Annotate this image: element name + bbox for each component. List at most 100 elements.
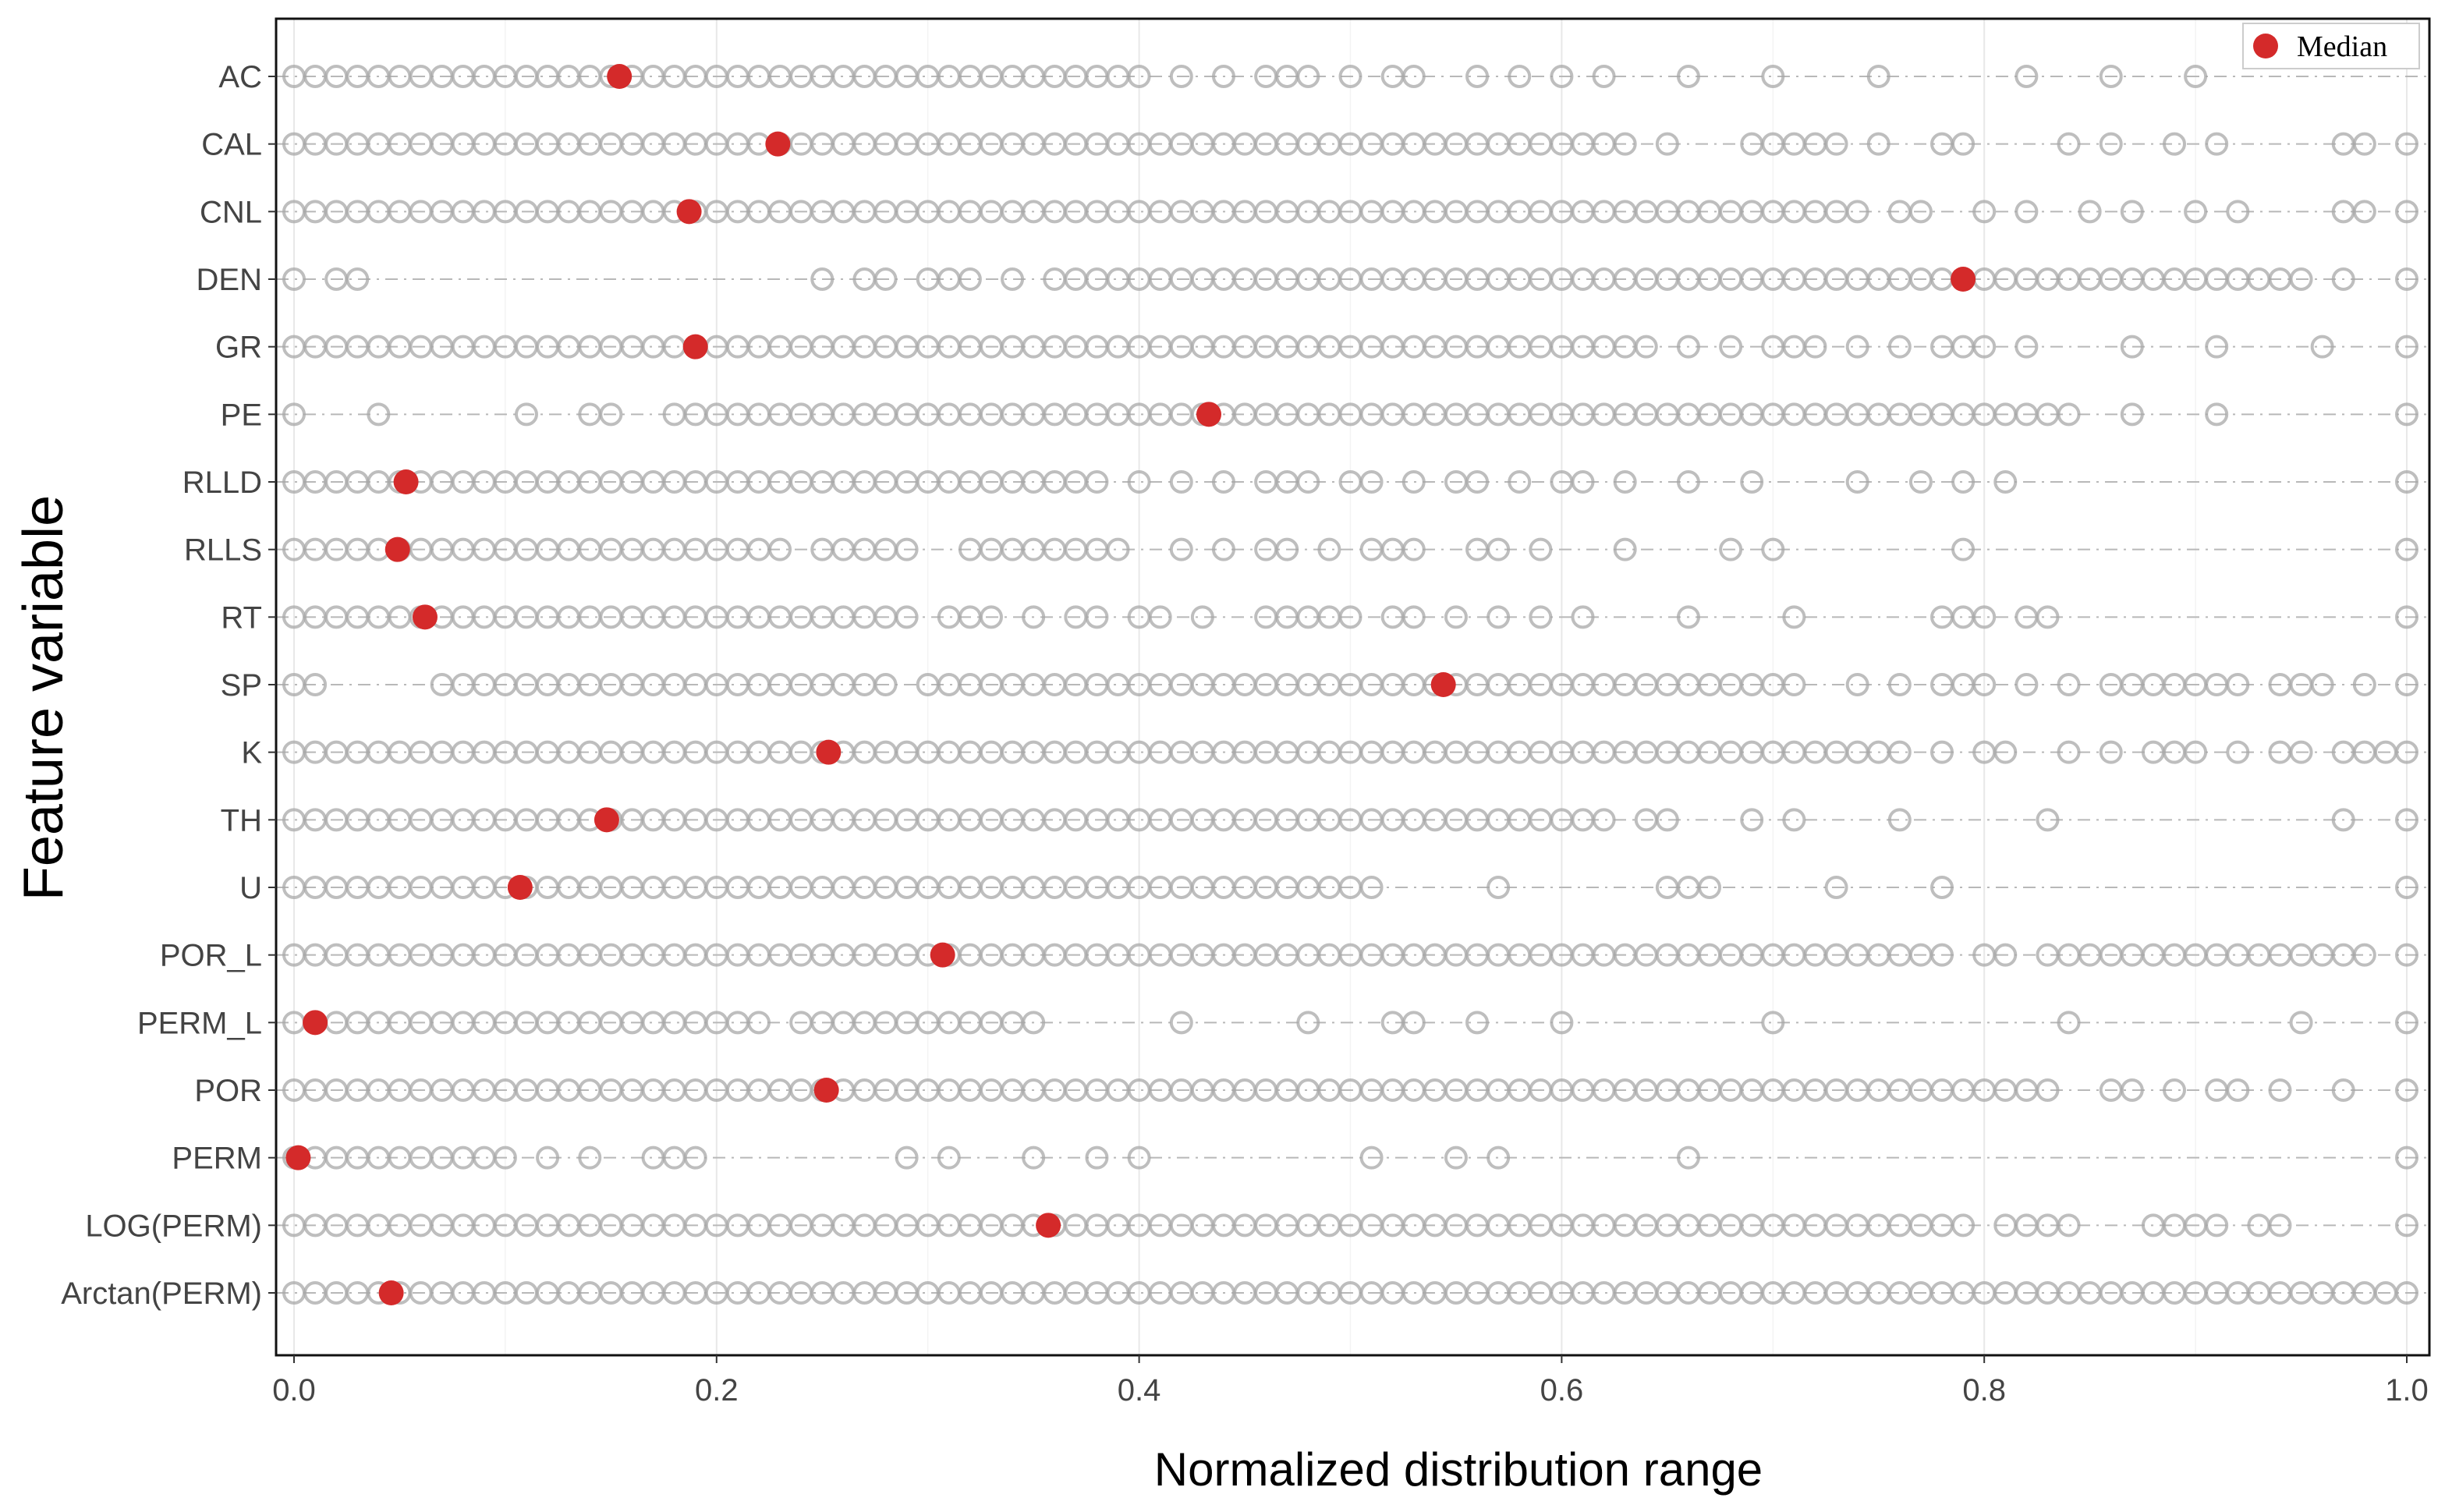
- data-point: [2120, 402, 2144, 427]
- data-point: [1486, 876, 1511, 899]
- data-point: [2036, 808, 2060, 832]
- data-point: [2099, 65, 2123, 88]
- data-point: [1169, 470, 1193, 494]
- data-point: [2310, 673, 2334, 696]
- data-point: [2014, 673, 2039, 696]
- x-tick-label: 0.2: [695, 1373, 739, 1408]
- data-point: [2395, 470, 2418, 494]
- data-point: [1359, 1146, 1384, 1170]
- data-point: [2395, 876, 2418, 899]
- data-point: [2395, 1078, 2418, 1102]
- median-marker-PERM_L: [303, 1010, 328, 1036]
- data-point: [2014, 335, 2039, 359]
- data-point: [1887, 673, 1912, 696]
- data-point: [1740, 470, 1764, 494]
- data-point: [1845, 673, 1869, 696]
- y-tick-label: CAL: [201, 128, 262, 162]
- data-point: [2205, 335, 2229, 359]
- data-point: [1465, 65, 1490, 88]
- data-point: [2226, 740, 2250, 764]
- data-point: [2331, 267, 2355, 291]
- data-point: [1719, 335, 1743, 359]
- data-point: [2014, 200, 2039, 224]
- data-point: [2395, 1213, 2418, 1238]
- y-tick-label: Arctan(PERM): [61, 1277, 262, 1311]
- data-point: [1676, 335, 1700, 359]
- data-point: [1127, 470, 1151, 494]
- data-point: [2120, 335, 2144, 359]
- data-point: [1359, 876, 1384, 899]
- data-point: [1085, 605, 1109, 629]
- data-point: [1338, 65, 1362, 88]
- y-tick-label: RLLS: [184, 533, 262, 568]
- data-point: [1022, 1146, 1046, 1170]
- data-point: [1761, 537, 1785, 561]
- data-point: [1908, 200, 1933, 224]
- data-point: [1930, 876, 1954, 899]
- y-tick-label: DEN: [197, 263, 262, 297]
- median-marker-RT: [412, 604, 438, 630]
- row-lines: [276, 76, 2429, 1294]
- data-point: [1338, 605, 1362, 629]
- data-point: [493, 1146, 517, 1170]
- x-tick-label: 0.4: [1118, 1373, 1161, 1408]
- x-axis-title: Normalized distribution range: [1154, 1443, 1763, 1496]
- data-point: [2289, 267, 2313, 291]
- data-point: [303, 673, 328, 696]
- data-point: [895, 1146, 919, 1170]
- data-point: [1317, 537, 1341, 561]
- data-point: [2057, 740, 2081, 764]
- y-axis-title: Feature variable: [12, 495, 75, 901]
- y-tick-label: LOG(PERM): [85, 1209, 262, 1243]
- median-markers: [285, 64, 1976, 1305]
- data-point: [1486, 605, 1511, 629]
- data-point: [1951, 1213, 1975, 1238]
- data-point: [1529, 537, 1553, 561]
- data-point: [1719, 537, 1743, 561]
- data-point: [1529, 605, 1553, 629]
- data-point: [2395, 335, 2418, 359]
- data-point: [1275, 537, 1299, 561]
- data-point: [979, 605, 1003, 629]
- data-point: [1444, 1146, 1468, 1170]
- data-point: [1951, 132, 1975, 156]
- data-point: [2057, 1011, 2081, 1035]
- data-point: [2395, 808, 2418, 832]
- data-point: [367, 402, 391, 427]
- data-point: [2057, 132, 2081, 156]
- data-point: [2352, 132, 2376, 156]
- data-point: [937, 1146, 961, 1170]
- data-point: [578, 1146, 602, 1170]
- data-point: [599, 402, 623, 427]
- y-tick-label: RLLD: [182, 466, 262, 500]
- data-point: [1634, 335, 1658, 359]
- data-point: [1824, 876, 1848, 899]
- data-point: [1993, 470, 2018, 494]
- y-tick-label: AC: [218, 60, 262, 94]
- data-point: [2226, 200, 2250, 224]
- data-point: [1022, 605, 1046, 629]
- data-point: [1740, 808, 1764, 832]
- data-point: [2057, 1213, 2081, 1238]
- data-point: [1508, 470, 1532, 494]
- legend-median-marker: [2253, 34, 2278, 58]
- data-point: [2395, 1281, 2418, 1305]
- data-point: [2395, 943, 2418, 967]
- data-point: [282, 402, 306, 427]
- data-point: [1908, 470, 1933, 494]
- data-point: [1550, 65, 1574, 88]
- median-marker-U: [507, 875, 533, 900]
- y-tick-label: GR: [215, 331, 262, 365]
- x-tick-label: 0.0: [272, 1373, 316, 1408]
- data-point: [2057, 673, 2081, 696]
- data-point: [1401, 537, 1426, 561]
- data-point: [2331, 1078, 2355, 1102]
- data-point: [1824, 132, 1848, 156]
- data-point: [1296, 65, 1320, 88]
- data-point: [2289, 1011, 2313, 1035]
- data-point: [1085, 470, 1109, 494]
- median-marker-POR: [813, 1078, 839, 1103]
- data-point: [1845, 335, 1869, 359]
- data-point: [2036, 1078, 2060, 1102]
- data-point: [1613, 470, 1637, 494]
